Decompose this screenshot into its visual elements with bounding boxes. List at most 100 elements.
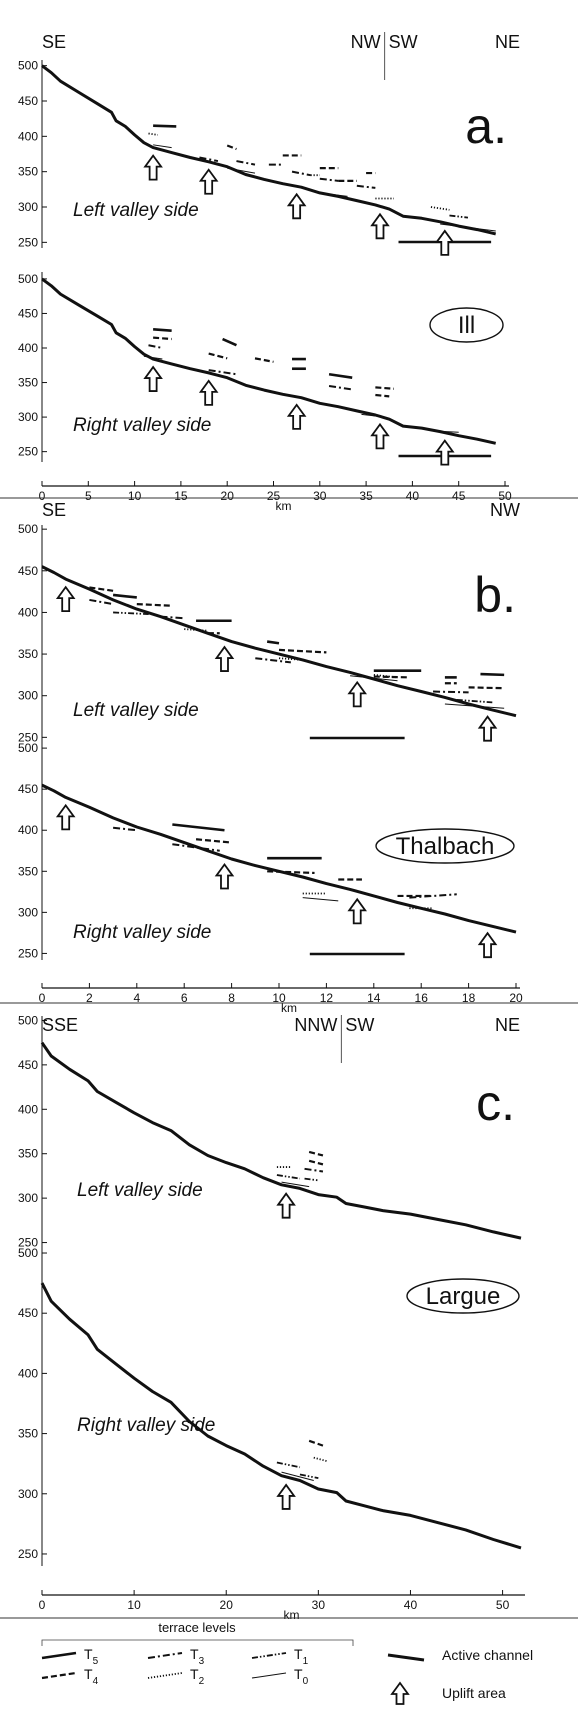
terrace-t4-segment — [308, 1439, 324, 1447]
terrace-t3-segment — [328, 385, 353, 391]
valley-side-label: Left valley side — [73, 700, 199, 721]
legend-label-sub: 4 — [93, 1676, 99, 1687]
y-tick-label: 250 — [18, 946, 38, 960]
uplift-arrow-icon — [55, 803, 76, 831]
terrace-t3-segment — [236, 160, 256, 166]
legend-label-sub: 0 — [303, 1676, 309, 1687]
legend-label: T2 — [190, 1666, 205, 1687]
panel-label: b. — [474, 567, 516, 623]
direction-left-label: SE — [42, 500, 66, 520]
y-tick-label: 500 — [18, 272, 38, 286]
y-tick-label: 300 — [18, 1191, 38, 1205]
x-tick-label: 0 — [39, 1598, 46, 1612]
y-tick-label: 500 — [18, 59, 38, 73]
uplift-arrow-icon — [143, 154, 163, 181]
uplift-arrow-icon — [435, 439, 455, 466]
subplot-1: 250 300 350 400 450 500 Left valley side — [18, 522, 517, 744]
x-tick-label: 0 — [39, 991, 46, 1005]
legend-label-sub: 3 — [199, 1656, 205, 1667]
panel-3: SSE NE NNW SW c. Largue 0 10 20 30 40 50 km 250 300 350… — [0, 1002, 578, 1622]
y-tick-label: 250 — [18, 445, 38, 459]
subplot-1: 250 300 350 400 450 500 Left valley side — [18, 59, 497, 256]
x-tick-label: 2 — [86, 991, 93, 1005]
terrace-t0-segment — [281, 1471, 314, 1482]
uplift-arrow-icon — [370, 422, 390, 450]
y-tick-label: 500 — [18, 1246, 38, 1260]
legend-item-t4: T4 — [41, 1666, 99, 1687]
legend-swatch — [147, 1672, 183, 1679]
x-tick-label: 25 — [267, 489, 281, 503]
y-tick-label: 350 — [18, 376, 38, 390]
legend-label: T5 — [84, 1646, 99, 1667]
terrace-t2-segment — [313, 1456, 328, 1463]
y-tick-label: 300 — [18, 1487, 38, 1501]
uplift-arrow-icon — [477, 715, 498, 742]
uplift-arrow-icon — [347, 680, 367, 708]
terrace-t1-segment — [276, 1174, 301, 1180]
active-channel-line — [41, 565, 517, 718]
terrace-t1-segment — [113, 611, 149, 615]
legend-label-main: T — [190, 1646, 199, 1662]
y-tick-label: 300 — [18, 689, 38, 703]
subplot-1: 250 300 350 400 450 500 Left valley side — [18, 1013, 522, 1250]
legend-label-main: T — [190, 1666, 199, 1682]
legend-label: T0 — [294, 1666, 309, 1687]
uplift-arrow-icon — [347, 897, 367, 925]
terrace-t3-segment — [356, 184, 376, 189]
uplift-arrow-icon — [435, 229, 455, 256]
y-tick-label: 450 — [18, 94, 38, 108]
terrace-t3-segment — [319, 177, 339, 182]
y-tick-label: 250 — [18, 1236, 38, 1250]
legend-swatch — [41, 1651, 77, 1660]
legend-active-channel-line — [387, 1653, 425, 1662]
legend-item-t0: T0 — [251, 1666, 309, 1687]
terrace-t1-segment — [276, 1461, 301, 1469]
x-tick-label: 5 — [85, 489, 92, 503]
y-tick-label: 400 — [18, 341, 38, 355]
legend-swatch — [147, 1652, 183, 1659]
x-tick-label: 4 — [133, 991, 140, 1005]
active-channel-line — [41, 64, 497, 236]
y-tick-label: 500 — [18, 1013, 38, 1027]
y-tick-label: 350 — [18, 1427, 38, 1441]
y-tick-label: 400 — [18, 1366, 38, 1380]
panel-1: SE NE NW SW a. Ill 0 5 10 15 20 25 30 35 40 45 50 km 250 30… — [18, 32, 520, 513]
terrace-t2-segment — [148, 132, 158, 136]
y-tick-label: 500 — [18, 741, 38, 755]
uplift-arrow-icon — [214, 862, 235, 890]
x-tick-label: 6 — [181, 991, 188, 1005]
y-tick-label: 350 — [18, 647, 38, 661]
y-tick-label: 300 — [18, 200, 38, 214]
terrace-t4-segment — [226, 144, 237, 151]
terrace-t3-segment — [112, 826, 137, 832]
legend-swatch — [251, 1652, 287, 1659]
legend-item-t1: T1 — [251, 1646, 309, 1667]
y-tick-label: 250 — [18, 1547, 38, 1561]
uplift-arrow-icon — [286, 403, 307, 430]
uplift-arrow-icon — [214, 645, 235, 672]
y-tick-label: 350 — [18, 165, 38, 179]
uplift-arrow-icon — [198, 379, 219, 406]
valley-side-label: Left valley side — [77, 1180, 203, 1201]
terrace-t5-segment — [153, 328, 172, 333]
y-tick-label: 400 — [18, 605, 38, 619]
direction-right-label: NE — [495, 1015, 520, 1035]
subplot-2: 250 300 350 400 450 500 Right valley side — [18, 272, 497, 466]
terrace-t2-segment — [184, 628, 208, 632]
terrace-t4-segment — [136, 603, 173, 607]
terrace-t5-segment — [172, 823, 225, 832]
y-tick-label: 450 — [18, 306, 38, 320]
terrace-t4-segment — [278, 648, 327, 654]
terrace-t3-segment — [291, 170, 311, 177]
legend-item-t5: T5 — [41, 1646, 99, 1667]
x-tick-label: 30 — [313, 489, 327, 503]
legend-swatch — [41, 1671, 77, 1680]
terrace-t5-segment — [222, 337, 237, 347]
y-tick-label: 350 — [18, 864, 38, 878]
terrace-t3-segment — [148, 344, 163, 349]
x-tick-label: 50 — [498, 489, 512, 503]
legend-label-sub: 5 — [93, 1656, 99, 1667]
